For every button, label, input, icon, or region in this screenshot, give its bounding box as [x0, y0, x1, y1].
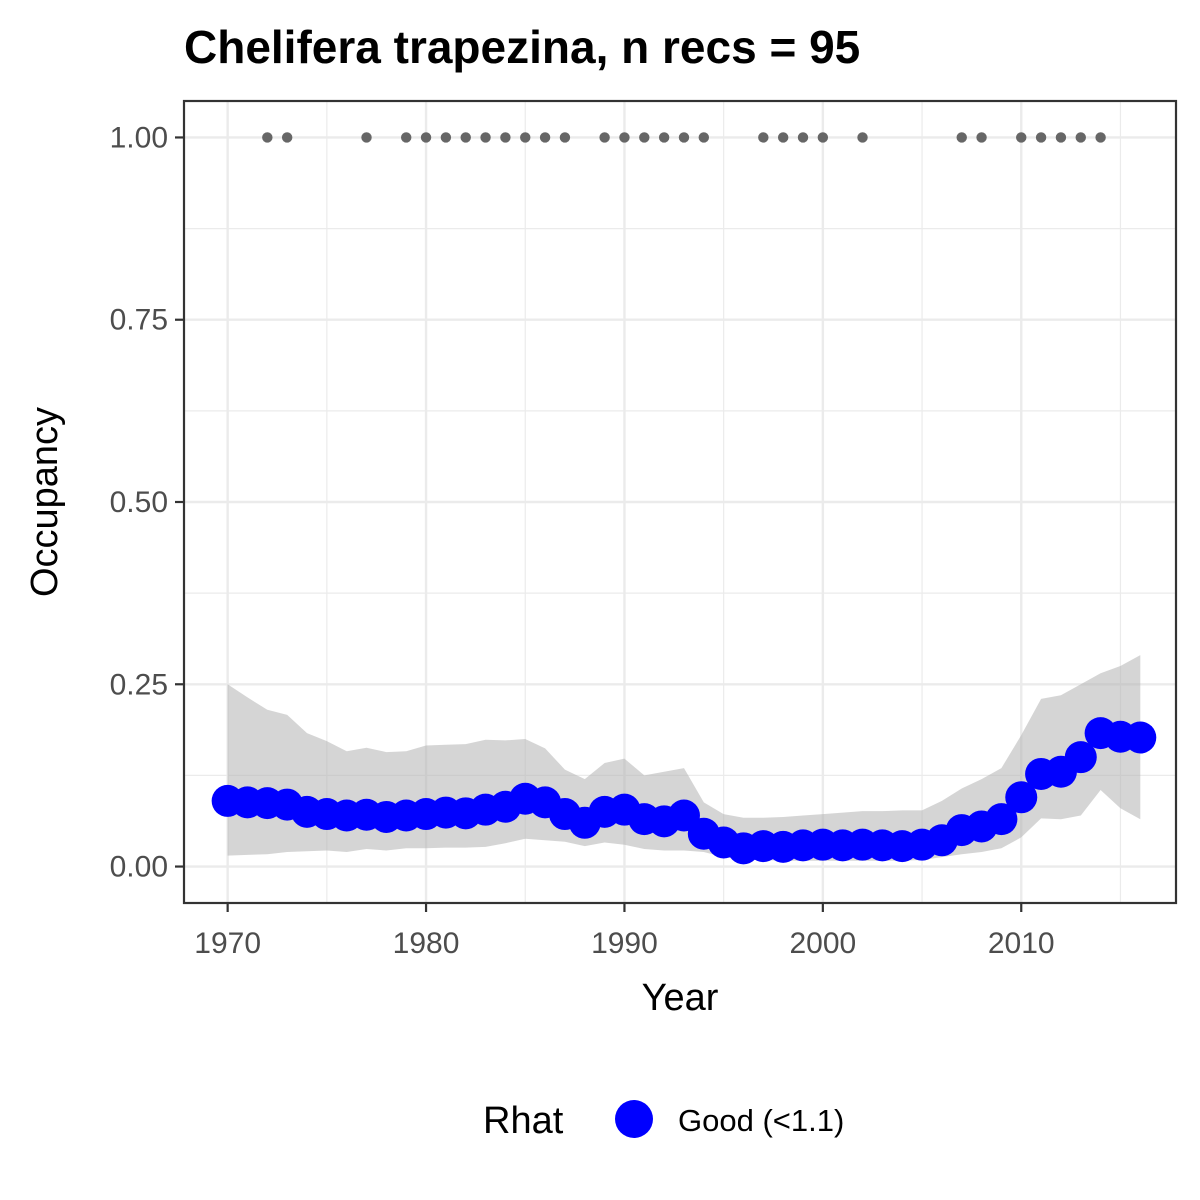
record-point	[500, 132, 511, 143]
occupancy-point	[1005, 781, 1038, 814]
occupancy-point	[1124, 721, 1157, 754]
record-point	[619, 132, 630, 143]
legend: Rhat Good (<1.1)	[483, 1100, 844, 1142]
y-axis-title: Occupancy	[24, 407, 66, 597]
record-point	[1035, 132, 1047, 143]
legend-title: Rhat	[483, 1100, 564, 1142]
record-point	[698, 132, 710, 143]
x-tick-label: 2000	[789, 927, 856, 960]
y-tick-label: 0.75	[110, 304, 168, 337]
legend-label-good: Good (<1.1)	[678, 1103, 844, 1138]
record-point	[262, 132, 273, 143]
y-tick-label: 0.00	[110, 851, 168, 884]
record-point	[420, 132, 432, 143]
legend-key-good	[615, 1100, 653, 1138]
record-point	[956, 132, 967, 143]
record-point	[361, 132, 372, 143]
record-point	[639, 132, 650, 143]
occupancy-points	[211, 717, 1157, 865]
y-tick-label: 0.50	[110, 486, 168, 519]
record-point	[520, 132, 531, 143]
x-tick-label: 1970	[194, 927, 261, 960]
record-point	[401, 132, 412, 143]
record-point	[797, 132, 809, 143]
x-tick-label: 1990	[591, 927, 658, 960]
y-tick-label: 1.00	[110, 121, 168, 154]
record-point	[440, 132, 452, 143]
record-point	[658, 132, 670, 143]
record-point	[1016, 132, 1027, 143]
y-axis: 0.00 0.25 0.50 0.75 1.00	[110, 121, 184, 884]
record-point	[281, 132, 293, 143]
record-point	[857, 132, 868, 143]
y-tick-label: 0.25	[110, 668, 168, 701]
record-point	[559, 132, 571, 143]
x-axis: 1970 1980 1990 2000 2010	[194, 903, 1055, 960]
record-point	[1055, 132, 1067, 143]
record-point	[480, 132, 491, 143]
x-tick-label: 2010	[988, 927, 1055, 960]
x-axis-title: Year	[642, 977, 719, 1019]
chart-title: Chelifera trapezina, n recs = 95	[184, 21, 860, 73]
x-tick-label: 1980	[393, 927, 460, 960]
record-point	[817, 132, 829, 143]
record-points	[262, 132, 1106, 143]
occupancy-point	[985, 803, 1018, 836]
record-point	[599, 132, 610, 143]
record-point	[976, 132, 987, 143]
record-point	[777, 132, 789, 143]
record-point	[539, 132, 551, 143]
record-point	[678, 132, 690, 143]
record-point	[1075, 132, 1086, 143]
record-point	[460, 132, 471, 143]
record-point	[1095, 132, 1106, 143]
occupancy-point	[1064, 741, 1097, 774]
record-point	[758, 132, 769, 143]
